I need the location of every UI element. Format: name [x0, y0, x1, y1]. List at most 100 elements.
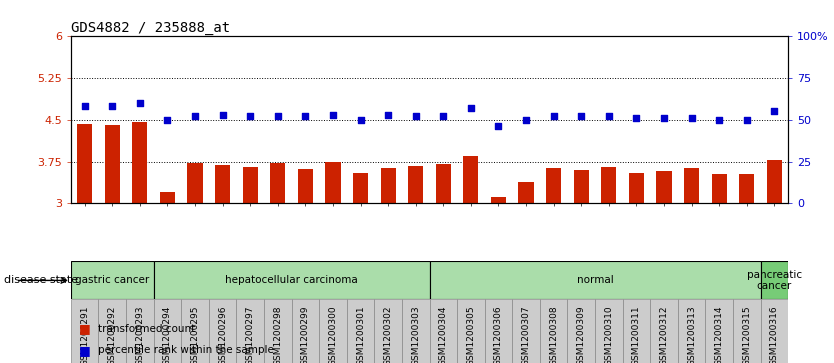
Bar	[292, 299, 319, 363]
Point	[216, 112, 229, 118]
Text: GSM1200303: GSM1200303	[411, 306, 420, 363]
Text: GSM1200292: GSM1200292	[108, 306, 117, 363]
Text: transformed count: transformed count	[98, 323, 195, 334]
Text: GSM1200316: GSM1200316	[770, 306, 779, 363]
Text: GSM1200297: GSM1200297	[246, 306, 254, 363]
Bar	[540, 299, 567, 363]
Point	[547, 114, 560, 119]
Bar	[519, 182, 534, 203]
Text: GSM1200309: GSM1200309	[577, 306, 585, 363]
Text: percentile rank within the sample: percentile rank within the sample	[98, 345, 274, 355]
Text: hepatocellular carcinoma: hepatocellular carcinoma	[225, 276, 358, 285]
Bar	[761, 299, 788, 363]
Bar	[430, 261, 761, 299]
Bar	[71, 299, 98, 363]
Bar	[105, 125, 120, 203]
Bar	[546, 168, 561, 203]
Point	[630, 115, 643, 121]
Bar	[512, 299, 540, 363]
Bar	[656, 171, 671, 203]
Bar	[601, 167, 616, 203]
Text: disease state: disease state	[4, 276, 78, 285]
Point	[740, 117, 753, 123]
Point	[575, 114, 588, 119]
Bar	[347, 299, 374, 363]
Bar	[464, 156, 479, 203]
Point	[299, 114, 312, 119]
Bar	[153, 261, 430, 299]
Bar	[761, 261, 788, 299]
Bar	[153, 299, 181, 363]
Point	[271, 114, 284, 119]
Bar	[77, 124, 93, 203]
Bar	[181, 299, 208, 363]
Point	[520, 117, 533, 123]
Bar	[766, 160, 782, 203]
Point	[602, 114, 615, 119]
Text: gastric cancer: gastric cancer	[75, 276, 149, 285]
Point	[78, 103, 92, 109]
Bar	[684, 168, 699, 203]
Bar	[402, 299, 430, 363]
Bar	[319, 299, 347, 363]
Bar	[623, 299, 651, 363]
Text: GDS4882 / 235888_at: GDS4882 / 235888_at	[71, 21, 230, 35]
Bar	[298, 169, 313, 203]
Text: ■: ■	[79, 322, 91, 335]
Bar	[574, 170, 589, 203]
Bar	[595, 299, 623, 363]
Text: GSM1200315: GSM1200315	[742, 306, 751, 363]
Text: GSM1200299: GSM1200299	[301, 306, 310, 363]
Point	[712, 117, 726, 123]
Text: GSM1200312: GSM1200312	[660, 306, 669, 363]
Text: GSM1200307: GSM1200307	[521, 306, 530, 363]
Text: GSM1200301: GSM1200301	[356, 306, 365, 363]
Bar	[133, 122, 148, 203]
Point	[381, 112, 394, 118]
Bar	[264, 299, 292, 363]
Text: ■: ■	[79, 344, 91, 357]
Bar	[236, 299, 264, 363]
Point	[106, 103, 119, 109]
Bar	[678, 299, 706, 363]
Bar	[733, 299, 761, 363]
Bar	[430, 299, 457, 363]
Point	[188, 114, 202, 119]
Bar	[380, 168, 395, 203]
Text: GSM1200302: GSM1200302	[384, 306, 393, 363]
Bar	[457, 299, 485, 363]
Bar	[188, 163, 203, 203]
Bar	[325, 162, 340, 203]
Bar	[374, 299, 402, 363]
Text: pancreatic
cancer: pancreatic cancer	[746, 270, 802, 291]
Point	[437, 114, 450, 119]
Bar	[435, 164, 451, 203]
Text: GSM1200298: GSM1200298	[274, 306, 282, 363]
Text: normal: normal	[576, 276, 613, 285]
Point	[244, 114, 257, 119]
Bar	[353, 173, 368, 203]
Text: GSM1200294: GSM1200294	[163, 306, 172, 363]
Text: GSM1200304: GSM1200304	[439, 306, 448, 363]
Bar	[126, 299, 153, 363]
Text: GSM1200313: GSM1200313	[687, 306, 696, 363]
Text: GSM1200308: GSM1200308	[549, 306, 558, 363]
Text: GSM1200293: GSM1200293	[135, 306, 144, 363]
Bar	[215, 166, 230, 203]
Point	[685, 115, 698, 121]
Bar	[270, 163, 285, 203]
Bar	[243, 167, 258, 203]
Point	[465, 105, 478, 111]
Bar	[485, 299, 512, 363]
Bar	[491, 197, 506, 203]
Text: GSM1200291: GSM1200291	[80, 306, 89, 363]
Text: GSM1200296: GSM1200296	[219, 306, 227, 363]
Text: GSM1200300: GSM1200300	[329, 306, 338, 363]
Point	[133, 100, 147, 106]
Point	[492, 123, 505, 129]
Bar	[739, 174, 754, 203]
Bar	[651, 299, 678, 363]
Point	[161, 117, 174, 123]
Bar	[160, 192, 175, 203]
Bar	[567, 299, 595, 363]
